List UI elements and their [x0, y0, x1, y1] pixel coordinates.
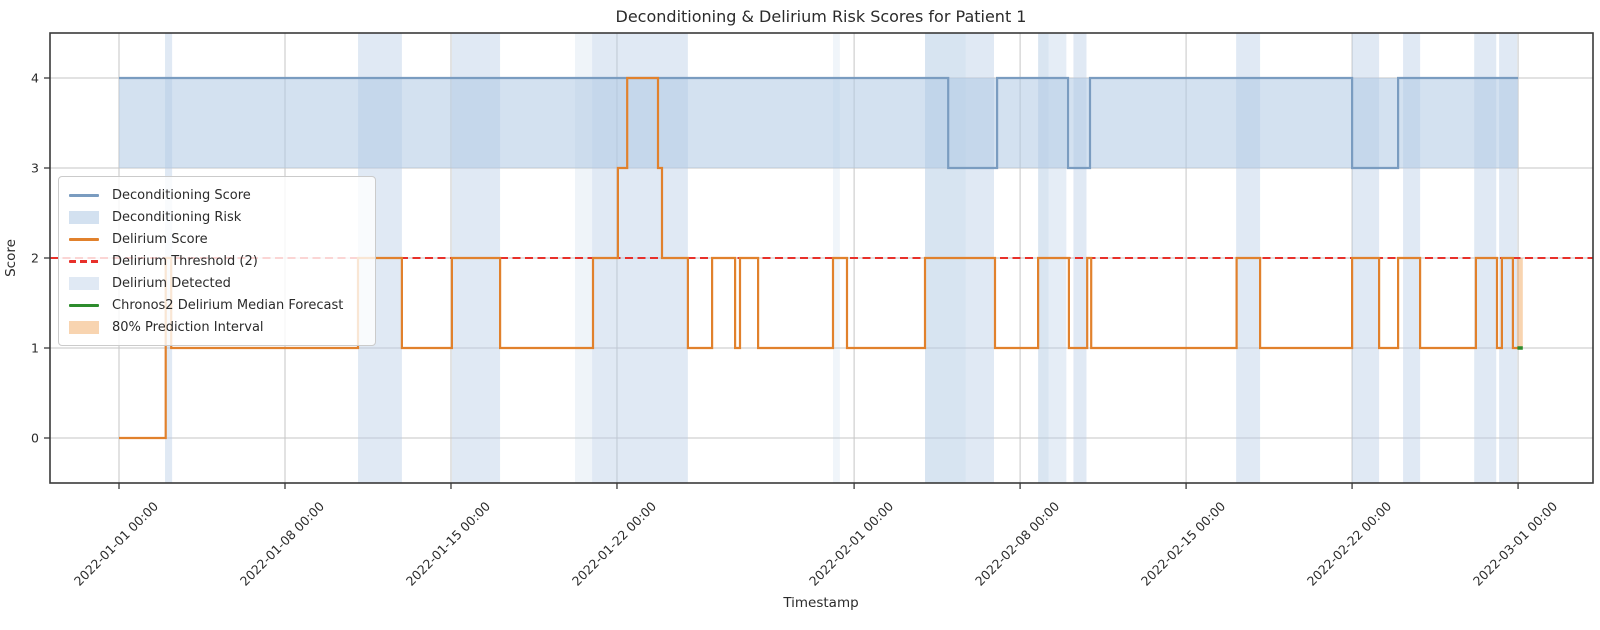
legend-line-swatch: [69, 193, 99, 197]
legend-label: Deconditioning Score: [112, 187, 251, 203]
x-tick-label: 2022-02-22 00:00: [1304, 498, 1394, 588]
legend-patch-swatch: [69, 320, 99, 334]
deconditioning-score-line: [119, 76, 1519, 170]
legend-label: Deconditioning Risk: [112, 209, 242, 225]
x-tick-label: 2022-03-01 00:00: [1470, 498, 1560, 588]
y-tick-label: 0: [31, 431, 39, 446]
legend-label: Chronos2 Delirium Median Forecast: [112, 297, 344, 313]
legend-entry: 80% Prediction Interval: [69, 317, 365, 337]
x-tick-label: 2022-02-15 00:00: [1138, 498, 1228, 588]
y-tick-label: 2: [31, 251, 39, 266]
x-tick-label: 2022-01-22 00:00: [569, 498, 659, 588]
legend-label: Delirium Score: [112, 231, 208, 247]
legend-dashed-swatch: [69, 259, 99, 263]
chart-title: Deconditioning & Delirium Risk Scores fo…: [616, 7, 1027, 26]
x-tick-label: 2022-02-08 00:00: [972, 498, 1062, 588]
delirium-score-line: [119, 76, 1519, 440]
legend-entry: Delirium Threshold (2): [69, 251, 365, 271]
prediction-interval-band: [1516, 258, 1523, 348]
legend-entry: Deconditioning Risk: [69, 207, 365, 227]
deconditioning-risk-band-layer: [119, 78, 1519, 168]
legend-line-swatch: [69, 303, 99, 307]
legend-patch-swatch: [69, 210, 99, 224]
legend-entry: Delirium Detected: [69, 273, 365, 293]
x-tick-label: 2022-02-01 00:00: [806, 498, 896, 588]
legend-patch-swatch: [69, 276, 99, 290]
legend-label: 80% Prediction Interval: [112, 319, 264, 335]
legend: Deconditioning Score Deconditioning Risk D…: [58, 176, 376, 346]
y-tick-label: 1: [31, 341, 39, 356]
y-axis-label: Score: [3, 239, 19, 277]
x-tick-label: 2022-01-15 00:00: [403, 498, 493, 588]
y-tick-label: 4: [31, 71, 39, 86]
legend-label: Delirium Detected: [112, 275, 231, 291]
x-tick-label: 2022-01-08 00:00: [237, 498, 327, 588]
x-tick-label: 2022-01-01 00:00: [71, 498, 161, 588]
y-tick-label: 3: [31, 161, 39, 176]
x-axis-label: Timestamp: [782, 595, 858, 611]
legend-entry: Chronos2 Delirium Median Forecast: [69, 295, 365, 315]
deconditioning-risk-band: [119, 78, 1519, 168]
legend-label: Delirium Threshold (2): [112, 253, 258, 269]
legend-line-swatch: [69, 237, 99, 241]
legend-entry: Deconditioning Score: [69, 185, 365, 205]
legend-entry: Delirium Score: [69, 229, 365, 249]
